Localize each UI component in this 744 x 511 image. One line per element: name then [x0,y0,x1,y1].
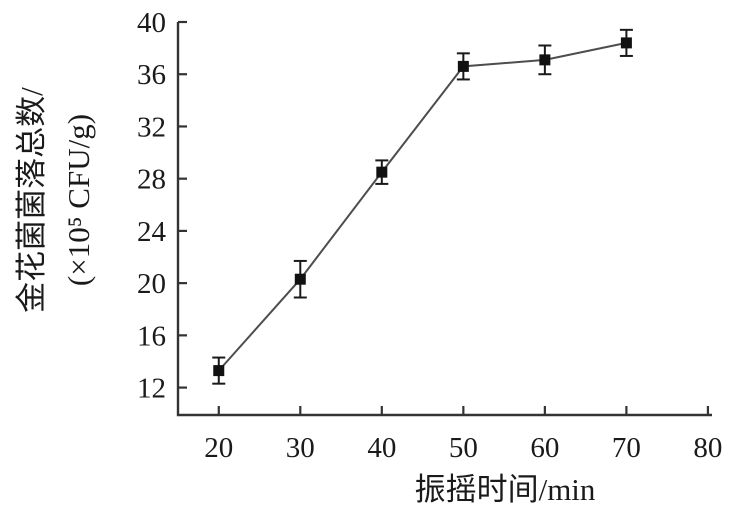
x-tick-label: 50 [449,432,478,464]
series-line [218,41,627,372]
x-tick-label: 80 [693,432,722,464]
data-point-marker [294,273,306,285]
data-point-marker [620,37,632,49]
x-tick-label: 30 [286,432,315,464]
y-tick-label: 24 [137,216,167,248]
data-point-marker [213,365,225,377]
x-tick-label: 70 [612,432,641,464]
y-tick-label: 28 [137,164,166,196]
y-tick-label: 16 [137,320,166,352]
y-tick-label: 36 [137,59,166,91]
axis-lines [176,22,712,417]
data-point-marker [539,54,551,66]
data-point-marker [376,166,388,178]
x-tick-label: 60 [530,432,559,464]
x-axis-label: 振摇时间/min [414,472,596,507]
y-tick-label: 12 [137,373,166,405]
data-point-marker [457,60,469,72]
x-tick-label: 20 [204,432,233,464]
y-tick-label: 20 [137,268,166,300]
y-tick-label: 32 [137,111,166,143]
y-tick-label: 40 [137,7,166,39]
x-tick-label: 40 [367,432,396,464]
